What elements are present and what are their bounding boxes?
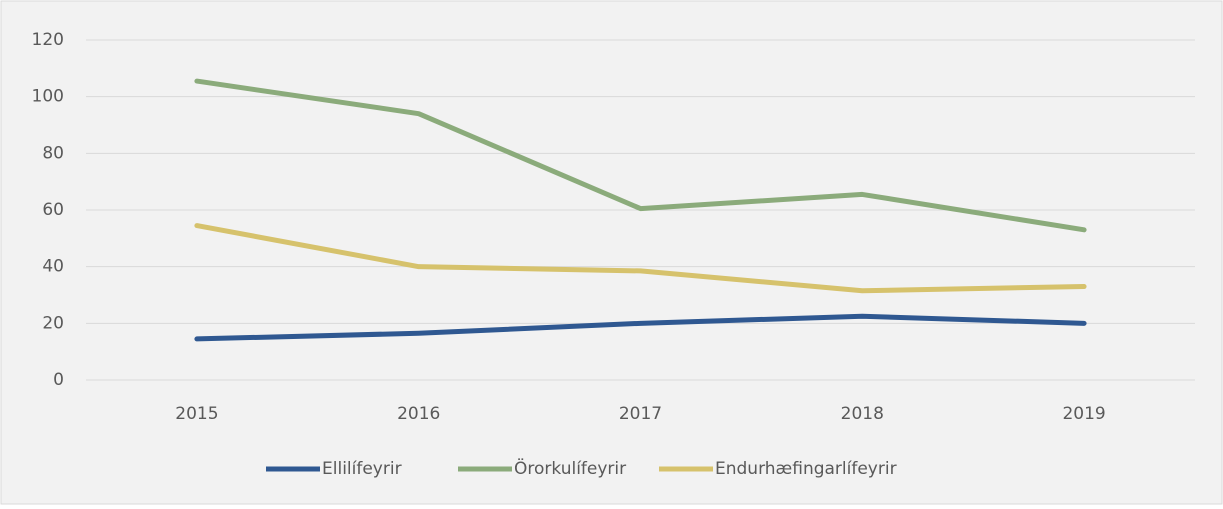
x-tick-label: 2018: [841, 404, 884, 424]
y-tick-label: 0: [53, 370, 64, 390]
legend-label: Endurhæfingarlífeyrir: [715, 459, 897, 479]
line-series: [194, 223, 1087, 294]
y-tick-label: 60: [42, 200, 64, 220]
x-tick-label: 2017: [619, 404, 662, 424]
y-tick-label: 120: [32, 30, 64, 50]
line-series: [194, 313, 1087, 342]
x-tick-label: 2015: [175, 404, 218, 424]
y-tick-label: 40: [42, 257, 64, 277]
x-tick-label: 2019: [1062, 404, 1105, 424]
y-tick-label: 80: [42, 143, 64, 163]
legend-label: Ellilífeyrir: [322, 459, 402, 479]
line-series: [194, 78, 1087, 233]
x-tick-label: 2016: [397, 404, 440, 424]
y-tick-label: 100: [32, 87, 64, 107]
y-tick-label: 20: [42, 313, 64, 333]
legend-label: Örorkulífeyrir: [514, 457, 626, 479]
